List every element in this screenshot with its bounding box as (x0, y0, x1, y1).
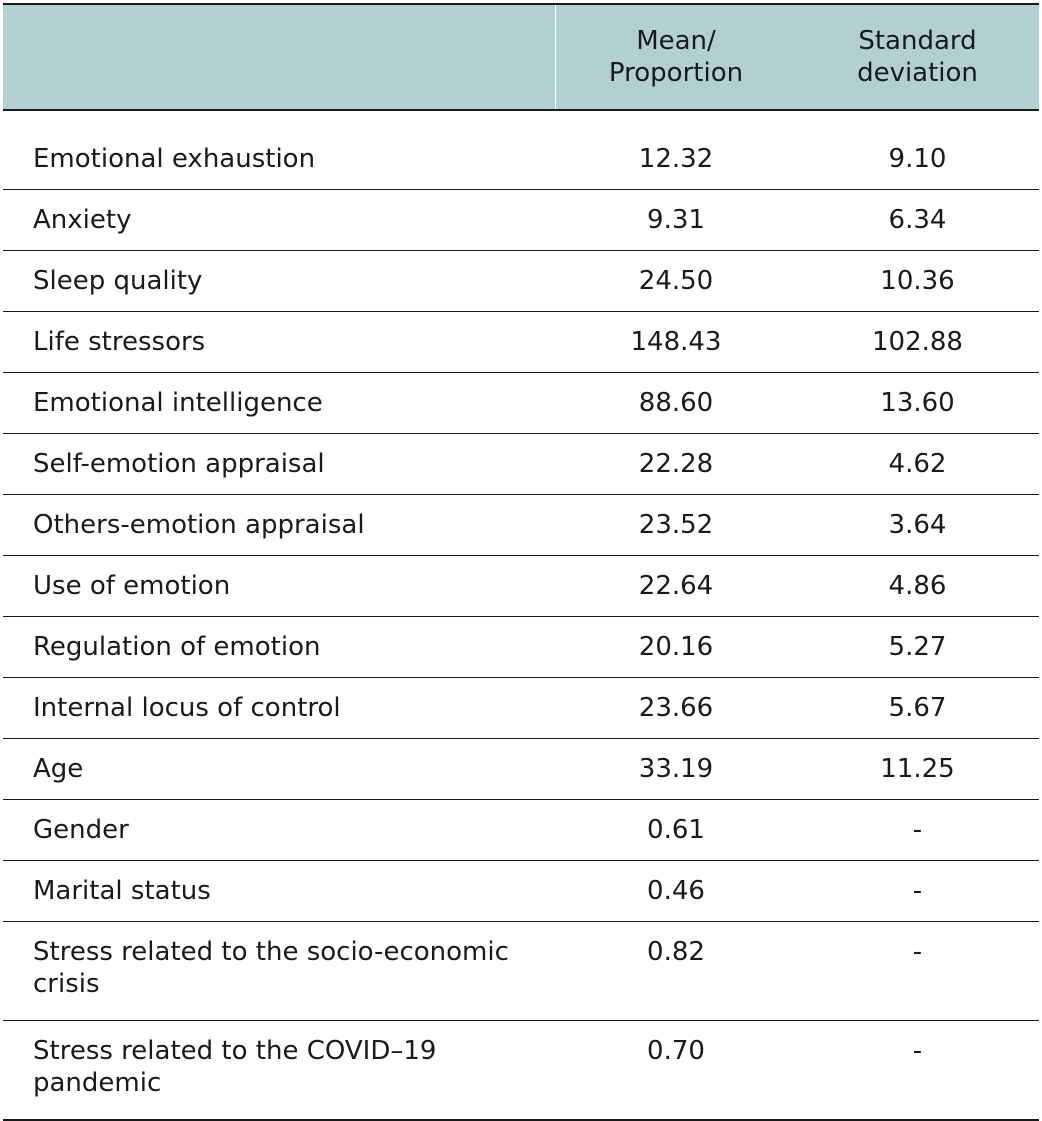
row-sd: 102.88 (872, 327, 963, 357)
row-mean: 33.19 (638, 754, 714, 784)
row-label: Life stressors (33, 327, 206, 357)
row-label-line1: Stress related to the socio-economic (33, 937, 509, 967)
table-row: Emotional intelligence 88.60 13.60 (3, 373, 1039, 434)
row-sd: 6.34 (888, 205, 947, 235)
row-mean: 24.50 (638, 266, 714, 296)
row-mean: 12.32 (638, 144, 714, 174)
row-label: Anxiety (33, 205, 132, 235)
row-mean: 23.52 (638, 510, 714, 540)
row-label: Use of emotion (33, 571, 231, 601)
row-mean: 148.43 (630, 327, 722, 357)
row-sd: 10.36 (880, 266, 955, 296)
row-mean: 22.28 (638, 449, 714, 479)
row-label: Marital status (33, 876, 211, 906)
row-label: Gender (33, 815, 129, 845)
row-mean: 0.70 (647, 1036, 705, 1066)
row-sd: 4.86 (888, 571, 947, 601)
header-variable-column (3, 5, 556, 109)
row-sd: - (912, 937, 923, 967)
header-mean-proportion: Mean/ Proportion (556, 5, 796, 109)
header-standard-deviation: Standard deviation (796, 5, 1039, 109)
row-label: Age (33, 754, 84, 784)
row-mean: 23.66 (638, 693, 714, 723)
row-sd: - (912, 815, 923, 845)
row-label: Stress related to the socio-economic cri… (33, 936, 533, 1000)
row-label: Internal locus of control (33, 693, 341, 723)
row-sd: 5.67 (888, 693, 947, 723)
table-row: Gender 0.61 - (3, 800, 1039, 861)
row-mean: 0.82 (647, 937, 705, 967)
descriptive-statistics-table: Mean/ Proportion Standard deviation Emot… (3, 3, 1039, 1121)
row-label-line2: crisis (33, 969, 100, 999)
row-label-line2: pandemic (33, 1068, 162, 1098)
header-sd-line2: deviation (857, 58, 978, 88)
header-mean-line1: Mean/ (636, 26, 716, 56)
row-label: Sleep quality (33, 266, 203, 296)
row-label: Regulation of emotion (33, 632, 321, 662)
table-row: Sleep quality 24.50 10.36 (3, 251, 1039, 312)
row-label-line1: Stress related to the COVID–19 (33, 1036, 437, 1066)
row-mean: 0.61 (647, 815, 705, 845)
table-row: Stress related to the COVID–19 pandemic … (3, 1021, 1039, 1121)
row-sd: 13.60 (880, 388, 955, 418)
row-sd: 5.27 (888, 632, 947, 662)
row-mean: 88.60 (638, 388, 714, 418)
table-row: Others-emotion appraisal 23.52 3.64 (3, 495, 1039, 556)
row-label: Stress related to the COVID–19 pandemic (33, 1035, 533, 1099)
table-row: Marital status 0.46 - (3, 861, 1039, 922)
row-mean: 0.46 (647, 876, 705, 906)
row-mean: 22.64 (638, 571, 714, 601)
table-row: Regulation of emotion 20.16 5.27 (3, 617, 1039, 678)
row-label: Self-emotion appraisal (33, 449, 325, 479)
row-label: Emotional intelligence (33, 388, 323, 418)
table-row: Internal locus of control 23.66 5.67 (3, 678, 1039, 739)
row-sd: 11.25 (880, 754, 955, 784)
table-row: Anxiety 9.31 6.34 (3, 190, 1039, 251)
row-sd: 4.62 (888, 449, 947, 479)
row-sd: 9.10 (888, 144, 947, 174)
table-row: Life stressors 148.43 102.88 (3, 312, 1039, 373)
row-sd: - (912, 876, 923, 906)
row-mean: 20.16 (638, 632, 714, 662)
table-header: Mean/ Proportion Standard deviation (3, 3, 1039, 111)
header-mean-line2: Proportion (608, 58, 744, 88)
table-row: Age 33.19 11.25 (3, 739, 1039, 800)
table-row: Stress related to the socio-economic cri… (3, 922, 1039, 1021)
row-label: Others-emotion appraisal (33, 510, 365, 540)
row-mean: 9.31 (647, 205, 705, 235)
header-sd-line1: Standard (858, 26, 977, 56)
row-sd: - (912, 1036, 923, 1066)
row-sd: 3.64 (888, 510, 947, 540)
table-row: Self-emotion appraisal 22.28 4.62 (3, 434, 1039, 495)
row-label: Emotional exhaustion (33, 144, 316, 174)
table-row: Emotional exhaustion 12.32 9.10 (3, 121, 1039, 190)
table-row: Use of emotion 22.64 4.86 (3, 556, 1039, 617)
